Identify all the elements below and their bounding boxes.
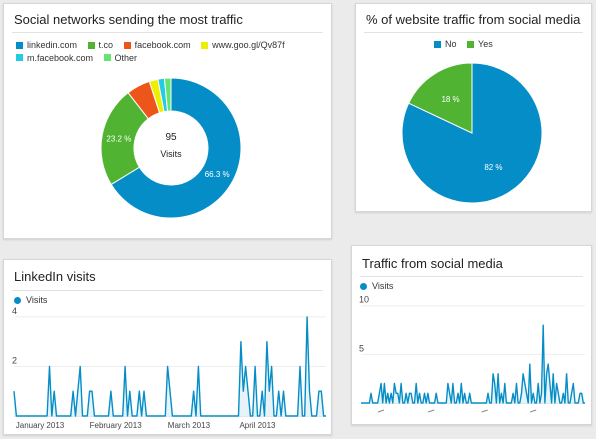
legend: Visits bbox=[360, 281, 401, 292]
legend-swatch bbox=[201, 41, 209, 49]
x-tick-mark bbox=[428, 409, 435, 413]
legend-label: Visits bbox=[372, 281, 394, 291]
legend-item-tco[interactable]: t.co bbox=[87, 39, 114, 51]
legend-swatch bbox=[434, 40, 441, 48]
linkedin-visits-line-chart: 4 2 January 2013 February 2013 March 2013 Apr… bbox=[12, 306, 326, 430]
series-area bbox=[361, 325, 585, 403]
pie-slice-linkedin-com[interactable] bbox=[110, 77, 242, 219]
legend-label: www.goo.gl/Qv87f bbox=[212, 40, 285, 50]
legend-item-googl[interactable]: www.goo.gl/Qv87f bbox=[201, 39, 285, 51]
series-line[interactable] bbox=[13, 316, 326, 417]
legend-label: Other bbox=[114, 52, 138, 63]
legend-label: linkedin.com bbox=[27, 40, 78, 50]
legend-dot bbox=[14, 296, 21, 304]
plot-area: 10 5 bbox=[359, 295, 585, 413]
slice-label: 23.2 % bbox=[106, 134, 131, 143]
x-tick-mark bbox=[530, 409, 537, 413]
panel-title: Social networks sending the most traffic bbox=[14, 12, 243, 27]
y-tick-label: 5 bbox=[359, 343, 364, 353]
pie-slice-yes[interactable] bbox=[407, 62, 473, 134]
legend-item-facebook[interactable]: facebook.com bbox=[123, 39, 191, 51]
legend-label: m.facebook.com bbox=[27, 52, 94, 63]
legend-label: Yes bbox=[478, 39, 493, 49]
y-tick-label: 10 bbox=[359, 295, 369, 305]
panel-title: % of website traffic from social media bbox=[366, 12, 581, 27]
x-tick-mark bbox=[377, 409, 385, 413]
y-tick-label: 4 bbox=[12, 306, 17, 316]
legend-label: facebook.com bbox=[134, 40, 191, 50]
title-divider bbox=[12, 290, 323, 291]
x-tick-label: April 2013 bbox=[239, 421, 276, 430]
x-tick-label: February 2013 bbox=[90, 421, 143, 430]
title-divider bbox=[12, 32, 323, 33]
series-line[interactable] bbox=[361, 324, 585, 404]
traffic-social-line-chart: 10 5 bbox=[359, 295, 585, 413]
x-tick-label: March 2013 bbox=[168, 421, 211, 430]
title-divider bbox=[360, 276, 583, 277]
linkedin-visits-panel: LinkedIn visits Visits 4 2 January 2013 Feb… bbox=[3, 259, 332, 435]
legend-item-yes[interactable]: Yes bbox=[467, 39, 493, 49]
title-divider bbox=[364, 32, 583, 33]
legend-swatch bbox=[123, 41, 131, 49]
x-tick-label: January 2013 bbox=[16, 421, 65, 430]
legend: Visits bbox=[14, 295, 55, 306]
legend-swatch bbox=[16, 54, 23, 61]
social-networks-donut-chart: 66.3 % 23.2 % 95 Visits bbox=[100, 77, 242, 219]
legend-label: Visits bbox=[26, 295, 48, 305]
slice-label: 82 % bbox=[484, 163, 502, 172]
legend-dot bbox=[360, 282, 367, 290]
x-tick-mark bbox=[481, 409, 488, 413]
plot-area: 4 2 January 2013 February 2013 March 2013 Apr… bbox=[12, 306, 326, 430]
legend-label: No bbox=[445, 39, 457, 49]
legend: No Yes bbox=[434, 39, 501, 50]
legend-item-visits[interactable]: Visits bbox=[360, 281, 393, 291]
legend-label: t.co bbox=[98, 40, 114, 50]
pct-social-panel: % of website traffic from social media N… bbox=[355, 3, 592, 212]
y-tick-label: 2 bbox=[12, 355, 17, 365]
pct-social-pie-chart: 82 % 18 % bbox=[401, 62, 543, 204]
legend-swatch bbox=[16, 41, 23, 49]
legend-item-no[interactable]: No bbox=[434, 39, 457, 49]
donut-center-value: 95 bbox=[165, 132, 177, 143]
panel-title: LinkedIn visits bbox=[14, 269, 96, 284]
legend-swatch bbox=[467, 40, 475, 48]
social-networks-panel: Social networks sending the most traffic… bbox=[3, 3, 332, 239]
panel-title: Traffic from social media bbox=[362, 256, 503, 271]
legend-swatch bbox=[103, 54, 111, 61]
slice-label: 18 % bbox=[441, 95, 459, 104]
legend-item-linkedin[interactable]: linkedin.com bbox=[16, 39, 77, 51]
legend: linkedin.com t.co facebook.com www.goo.g… bbox=[16, 39, 326, 64]
legend-swatch bbox=[87, 41, 95, 49]
legend-item-visits[interactable]: Visits bbox=[14, 295, 47, 305]
traffic-social-panel: Traffic from social media Visits 10 5 bbox=[351, 245, 592, 425]
donut-center-label: Visits bbox=[160, 149, 182, 159]
legend-item-m-facebook[interactable]: m.facebook.com bbox=[16, 52, 93, 64]
slice-label: 66.3 % bbox=[205, 170, 230, 179]
legend-item-other[interactable]: Other bbox=[103, 52, 138, 64]
pie-slice-other[interactable] bbox=[163, 77, 172, 112]
